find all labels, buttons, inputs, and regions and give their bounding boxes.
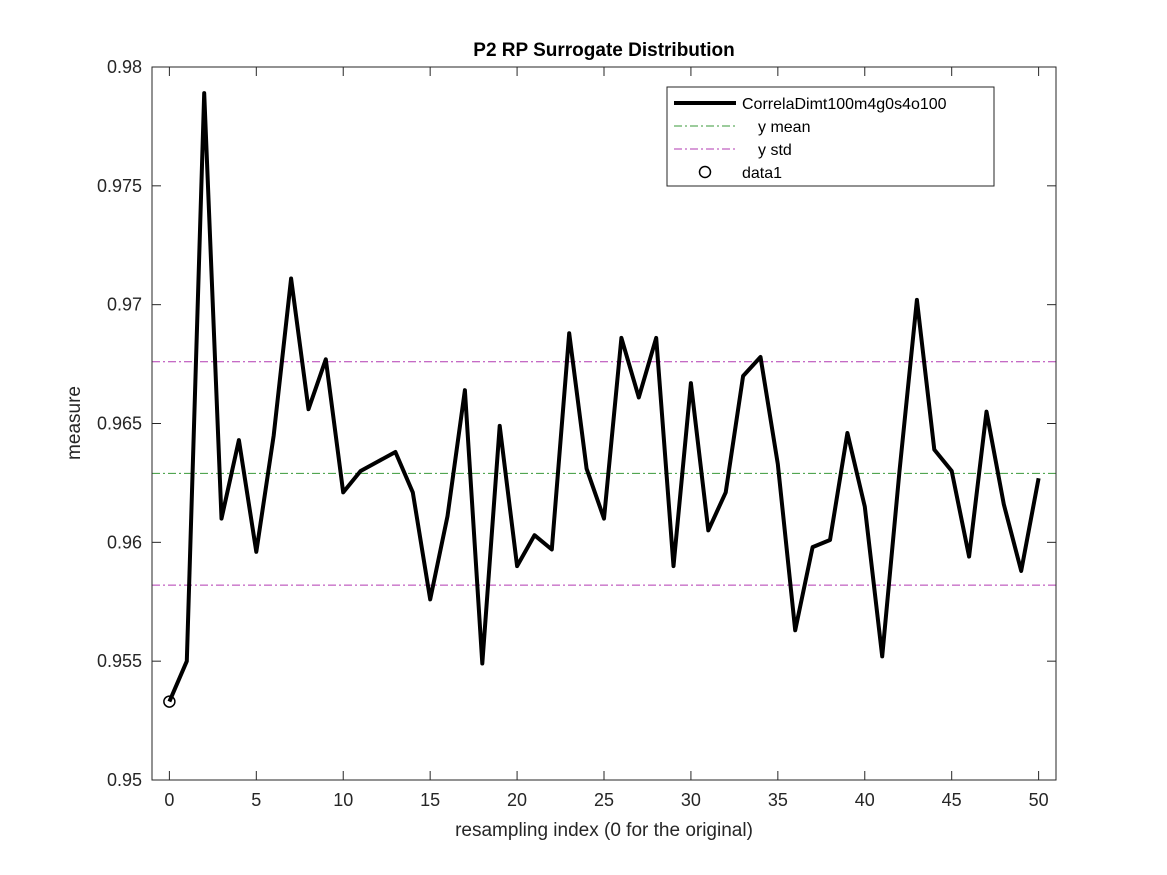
legend-label-series: CorrelaDimt100m4g0s4o100 [742,96,947,113]
y-tick-label: 0.96 [107,532,142,552]
x-tick-label: 20 [507,790,527,810]
y-axis-label: measure [64,386,85,460]
legend-label-data1: data1 [742,165,782,182]
y-axis: 0.95 0.955 0.96 0.965 0.97 0.975 0.98 [97,57,1056,790]
chart-title: P2 RP Surrogate Distribution [473,40,734,61]
legend-marker-data1 [698,165,712,179]
x-tick-label: 35 [768,790,788,810]
x-axis: 0 5 10 15 20 25 30 35 40 45 50 [164,67,1049,810]
x-tick-label: 30 [681,790,701,810]
legend: CorrelaDimt100m4g0s4o100 y mean y std da… [666,86,995,187]
legend-label-std: y std [758,142,792,159]
legend-label-mean: y mean [758,119,810,136]
x-tick-label: 40 [855,790,875,810]
markers [163,695,176,708]
x-tick-label: 50 [1029,790,1049,810]
y-tick-label: 0.975 [97,176,142,196]
x-tick-label: 5 [251,790,261,810]
y-tick-label: 0.955 [97,651,142,671]
y-tick-label: 0.965 [97,414,142,434]
x-tick-label: 45 [942,790,962,810]
x-tick-label: 0 [164,790,174,810]
x-tick-label: 10 [333,790,353,810]
series-line [167,91,1041,703]
marker-data1 [163,695,176,708]
y-tick-label: 0.97 [107,295,142,315]
y-tick-label: 0.98 [107,57,142,77]
x-tick-label: 15 [420,790,440,810]
y-tick-label: 0.95 [107,770,142,790]
x-axis-label: resampling index (0 for the original) [455,820,753,841]
x-tick-label: 25 [594,790,614,810]
